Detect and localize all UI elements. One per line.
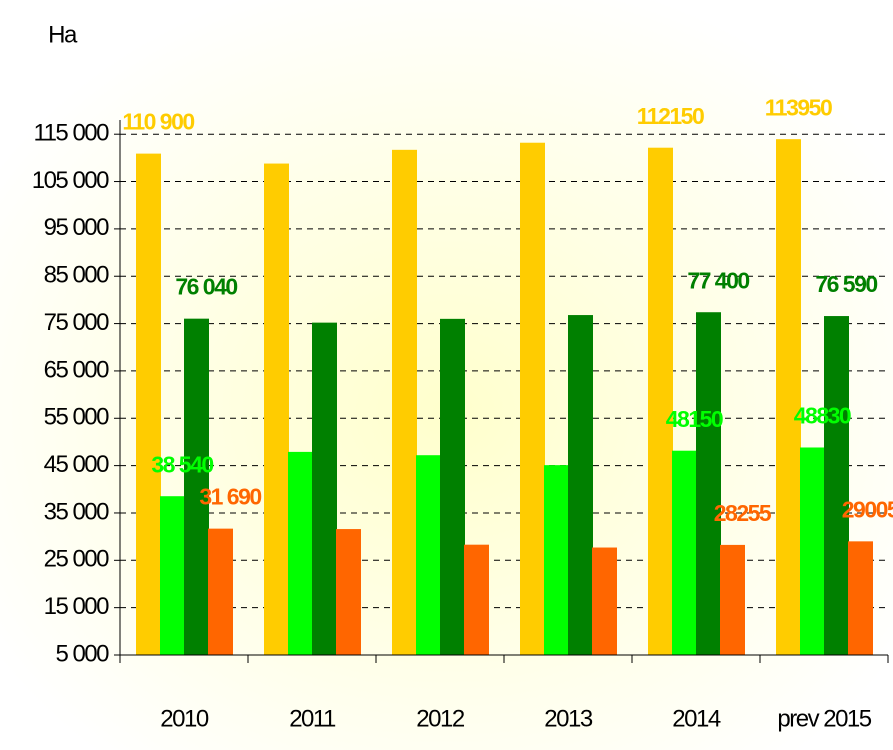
bar [392,149,417,655]
y-tick-label: 115 000 [34,120,110,147]
bar [800,447,825,655]
bar [208,528,233,655]
bar [312,322,337,655]
data-label: 38 540 [151,451,213,477]
bar [288,451,313,655]
data-label: 76 590 [815,271,877,297]
data-label: 77 400 [687,267,749,293]
bar [440,318,465,655]
bar [824,316,849,655]
bar [720,544,745,655]
bar [520,142,545,656]
bar [776,139,801,655]
bar [184,318,209,655]
y-tick-label: 25 000 [44,546,110,573]
y-tick-label: 85 000 [44,262,110,289]
data-label: 48830 [794,403,851,429]
bar [568,315,593,655]
bar [264,163,289,655]
data-label: 31 690 [199,484,261,510]
x-tick-label: 2013 [544,705,593,732]
x-tick-label: 2014 [672,705,721,732]
bar [848,541,873,655]
bar [696,312,721,655]
data-label: 110 900 [122,109,194,135]
data-label: 76 040 [175,274,237,300]
bar [160,496,185,655]
y-tick-label: 105 000 [32,167,109,194]
bar [464,544,489,655]
bar [416,455,441,655]
bar [544,465,569,655]
y-tick-label: 55 000 [44,404,110,431]
data-label: 28255 [714,500,772,526]
bar [648,147,673,655]
y-axis-label: Ha [48,21,78,48]
y-tick-label: 45 000 [44,451,110,478]
bar [672,450,697,655]
x-tick-label: 2011 [289,705,336,732]
x-tick-label: 2010 [160,705,209,732]
y-tick-label: 15 000 [44,593,110,620]
x-tick-label: 2012 [416,705,465,732]
data-label: 113950 [765,94,832,120]
y-tick-label: 95 000 [44,214,110,241]
y-tick-label: 35 000 [44,498,110,525]
data-label: 112150 [637,103,704,129]
x-tick-label: prev 2015 [777,705,871,732]
data-label: 29005 [842,496,893,522]
bar [136,153,161,655]
bar [592,547,617,655]
y-tick-label: 75 000 [44,309,110,336]
data-label: 48150 [666,406,723,432]
bar [336,529,361,655]
y-tick-label: 5 000 [55,640,109,667]
y-tick-label: 65 000 [44,356,110,383]
